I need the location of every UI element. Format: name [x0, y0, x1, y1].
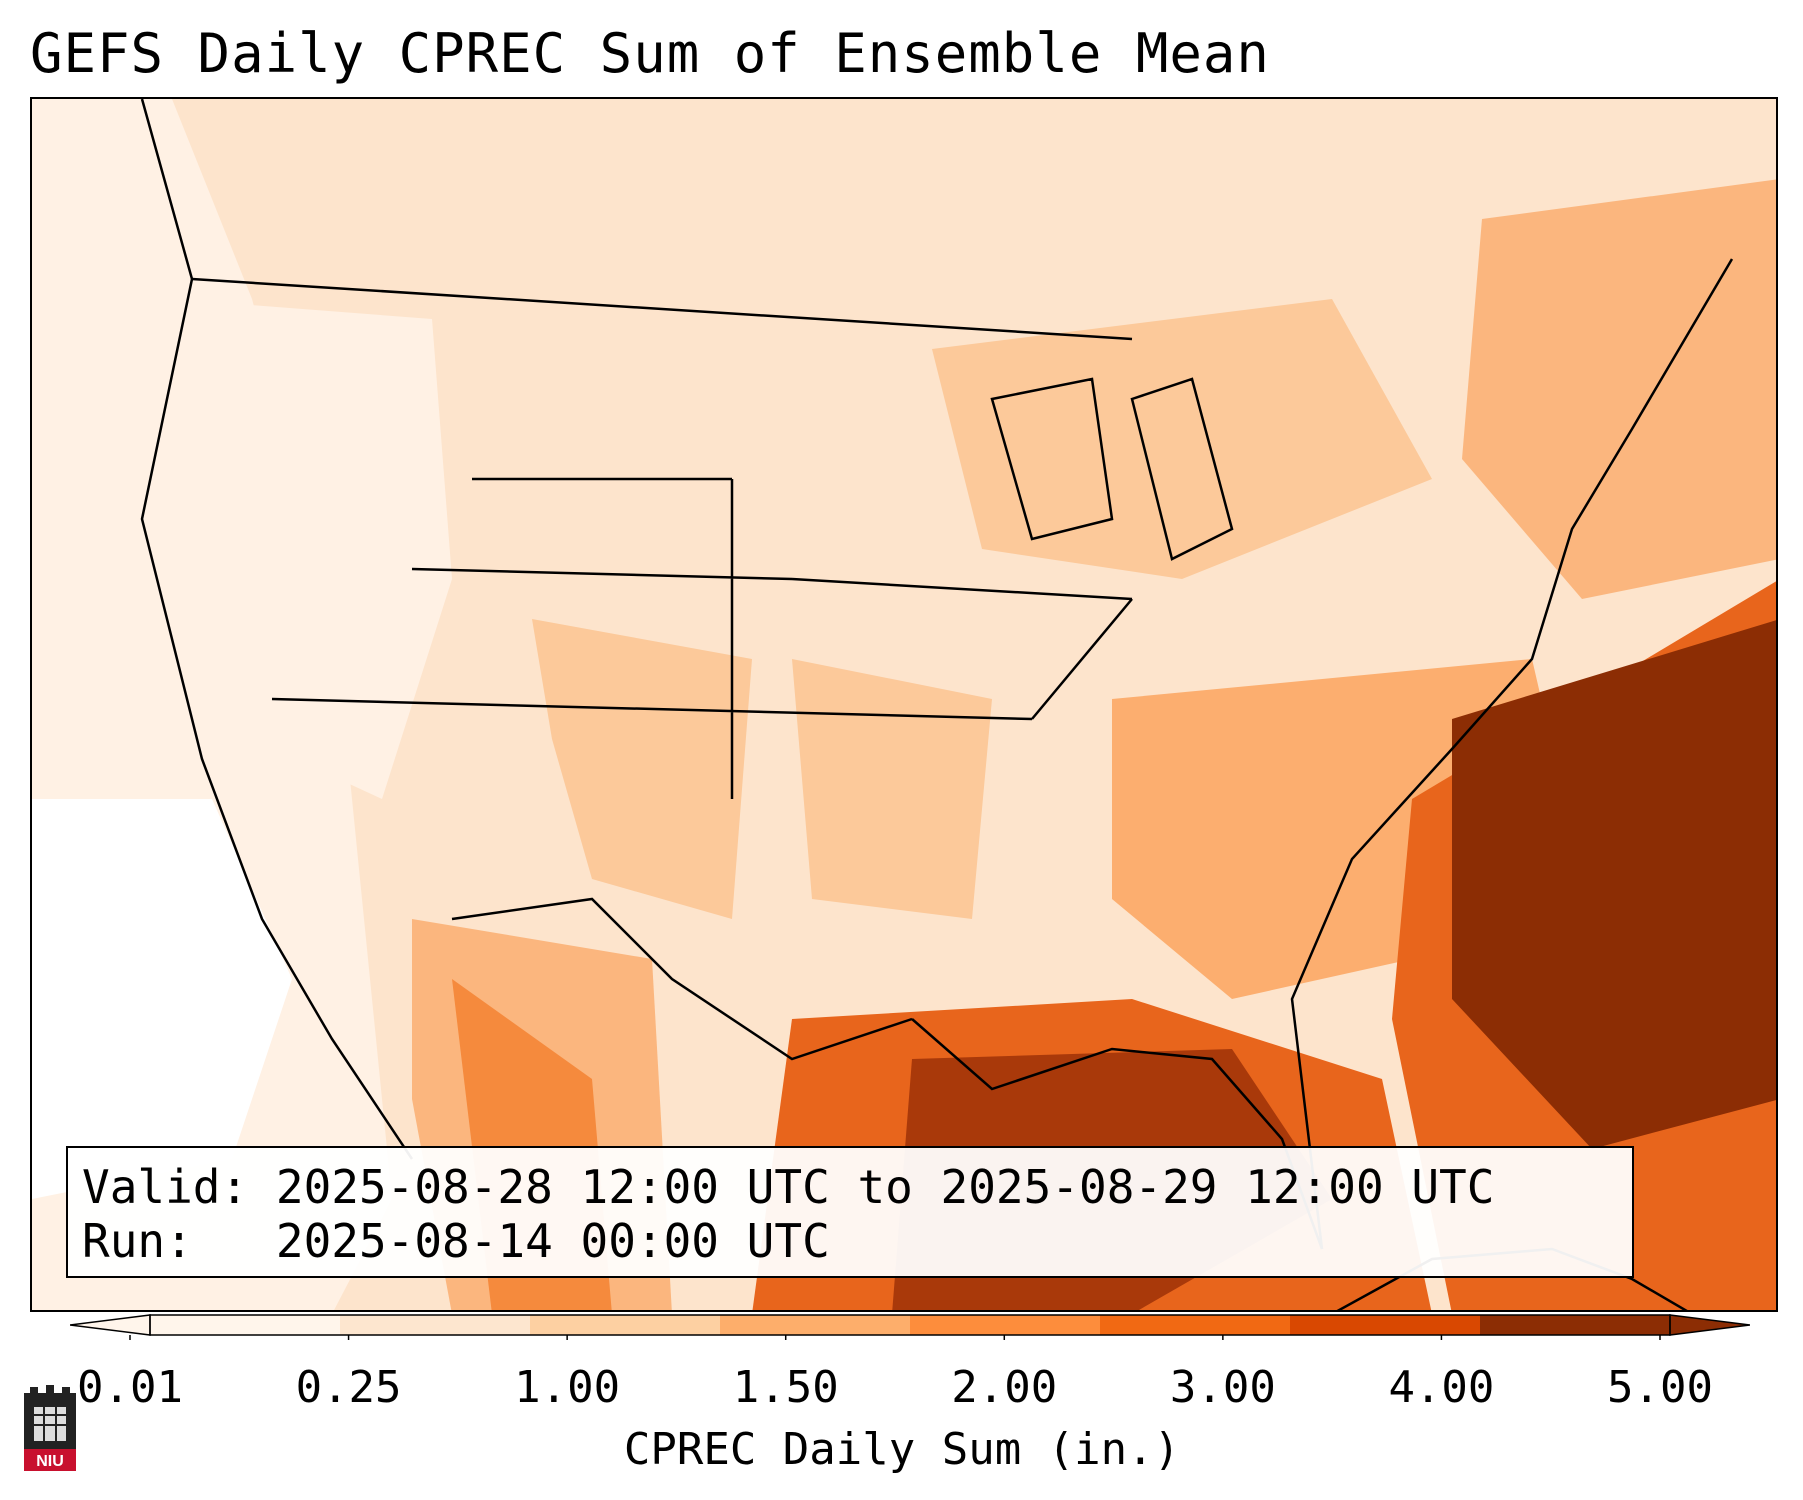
colorbar-segment — [1100, 1315, 1291, 1335]
colorbar-segment — [720, 1315, 911, 1335]
precip-map — [32, 99, 1776, 1310]
colorbar-tick-label: 4.00 — [1388, 1362, 1495, 1413]
colorbar-ticks — [129, 1335, 1661, 1340]
atlantic-coastline — [1290, 258, 1734, 1250]
valid-run-info-box: Valid: 2025-08-28 12:00 UTC to 2025-08-2… — [66, 1146, 1634, 1278]
colorbar-segment — [340, 1315, 531, 1335]
colorbar-tick-label: 5.00 — [1607, 1362, 1713, 1413]
great-basin-light-field — [172, 299, 452, 799]
plains-moderate-field — [792, 659, 992, 919]
colorbar-tick-label: 1.50 — [732, 1362, 839, 1413]
colorbar-max-extend-arrow — [1669, 1314, 1750, 1336]
rockies-moderate-field — [532, 619, 752, 919]
pacific-white-field — [32, 799, 292, 1199]
logo-text: NIU — [36, 1453, 64, 1470]
colorbar-segments — [150, 1315, 1671, 1335]
great-lakes-outline — [990, 377, 1234, 561]
colorbar-label: CPREC Daily Sum (in.) — [623, 1424, 1181, 1475]
colorbar-segment — [530, 1315, 721, 1335]
colorbar-min-extend-arrow — [70, 1314, 151, 1336]
valid-value: 2025-08-28 12:00 UTC to 2025-08-29 12:00… — [275, 1160, 1495, 1214]
colorbar-segment — [910, 1315, 1101, 1335]
valid-label: Valid: — [82, 1160, 249, 1214]
colorbar-outline — [149, 1314, 1671, 1336]
mexico-border — [451, 897, 913, 1061]
colorbar-segment — [1480, 1315, 1671, 1335]
colorbar-tick-label: 1.00 — [514, 1362, 621, 1413]
atlantic-max-field — [1452, 620, 1776, 1149]
coastlines-and-borders — [140, 99, 1734, 1250]
colorbar-tick-label: 0.25 — [295, 1362, 402, 1413]
niu-logo: NIU — [24, 1385, 76, 1471]
colorbar — [70, 1314, 1750, 1340]
great-lakes-moderate-field — [932, 299, 1432, 579]
map-panel — [30, 97, 1778, 1312]
colorbar-tick-label: 2.00 — [951, 1362, 1058, 1413]
colorbar-segment — [150, 1315, 341, 1335]
run-label: Run: — [82, 1214, 193, 1268]
colorbar-tick-label: 3.00 — [1169, 1362, 1276, 1413]
canada-border — [191, 277, 1133, 341]
run-value: 2025-08-14 00:00 UTC — [275, 1214, 830, 1268]
colorbar-segment — [1290, 1315, 1481, 1335]
chart-title: GEFS Daily CPREC Sum of Ensemble Mean — [30, 22, 1270, 85]
northeast-moderate-field — [1462, 179, 1776, 599]
colorbar-tick-label: 0.01 — [77, 1362, 183, 1413]
state-borders — [271, 477, 1133, 799]
